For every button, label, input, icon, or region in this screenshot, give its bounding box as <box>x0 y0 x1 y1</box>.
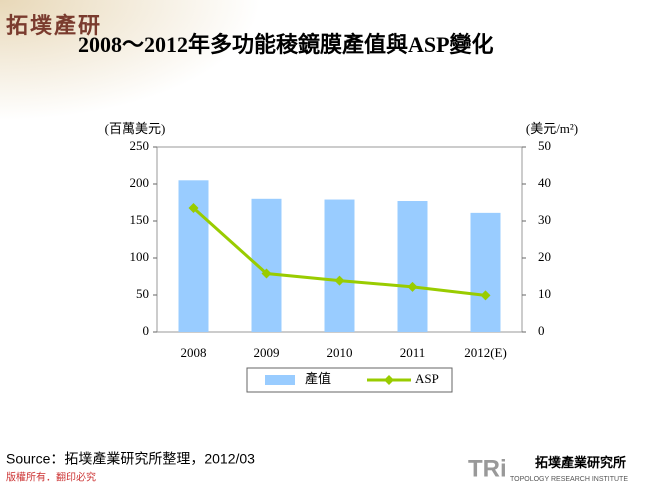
legend-swatch <box>265 375 295 385</box>
bar <box>470 212 501 332</box>
y2-tick-label: 0 <box>538 323 545 338</box>
bar <box>324 199 355 332</box>
y-tick-label: 200 <box>130 175 150 190</box>
y-tick-label: 250 <box>130 138 150 153</box>
y2-tick-label: 40 <box>538 175 551 190</box>
marker <box>334 275 345 286</box>
bar <box>397 201 428 332</box>
corner-shade <box>0 0 260 120</box>
marker <box>407 281 418 292</box>
marker <box>261 268 272 279</box>
x-tick-label: 2010 <box>327 345 353 360</box>
y2-tick-label: 10 <box>538 286 551 301</box>
legend-label: 產值 <box>305 371 331 386</box>
y-tick-label: 0 <box>143 323 150 338</box>
brand: TRi <box>468 455 507 482</box>
marker <box>188 203 199 214</box>
marker <box>480 290 491 301</box>
x-tick-label: 2011 <box>400 345 426 360</box>
x-tick-label: 2012(E) <box>464 345 507 360</box>
company-en: TOPOLOGY RESEARCH INSTITUTE <box>510 476 628 483</box>
company: 拓墣產業研究所 <box>535 455 626 470</box>
legend-box <box>246 367 453 393</box>
x-tick-label: 2009 <box>254 345 280 360</box>
x-tick-label: 2008 <box>181 345 207 360</box>
y2-tick-label: 50 <box>538 138 551 153</box>
y-tick-label: 50 <box>136 286 149 301</box>
y-tick-label: 100 <box>130 249 150 264</box>
y-axis-label: (百萬美元) <box>105 121 166 136</box>
y2-tick-label: 20 <box>538 249 551 264</box>
y2-tick-label: 30 <box>538 212 551 227</box>
source: Source：拓墣產業研究所整理，2012/03 <box>6 451 255 467</box>
legend-marker <box>384 375 394 385</box>
copyright: 版權所有．翻印必究 <box>6 471 96 484</box>
legend-label: ASP <box>415 371 439 386</box>
chart-title: 2008～2012年多功能稜鏡膜產值與ASP變化 <box>78 32 494 57</box>
y2-axis-label: (美元/m²) <box>526 121 578 136</box>
y-tick-label: 150 <box>130 212 150 227</box>
logo: 拓墣產研 <box>6 13 102 38</box>
